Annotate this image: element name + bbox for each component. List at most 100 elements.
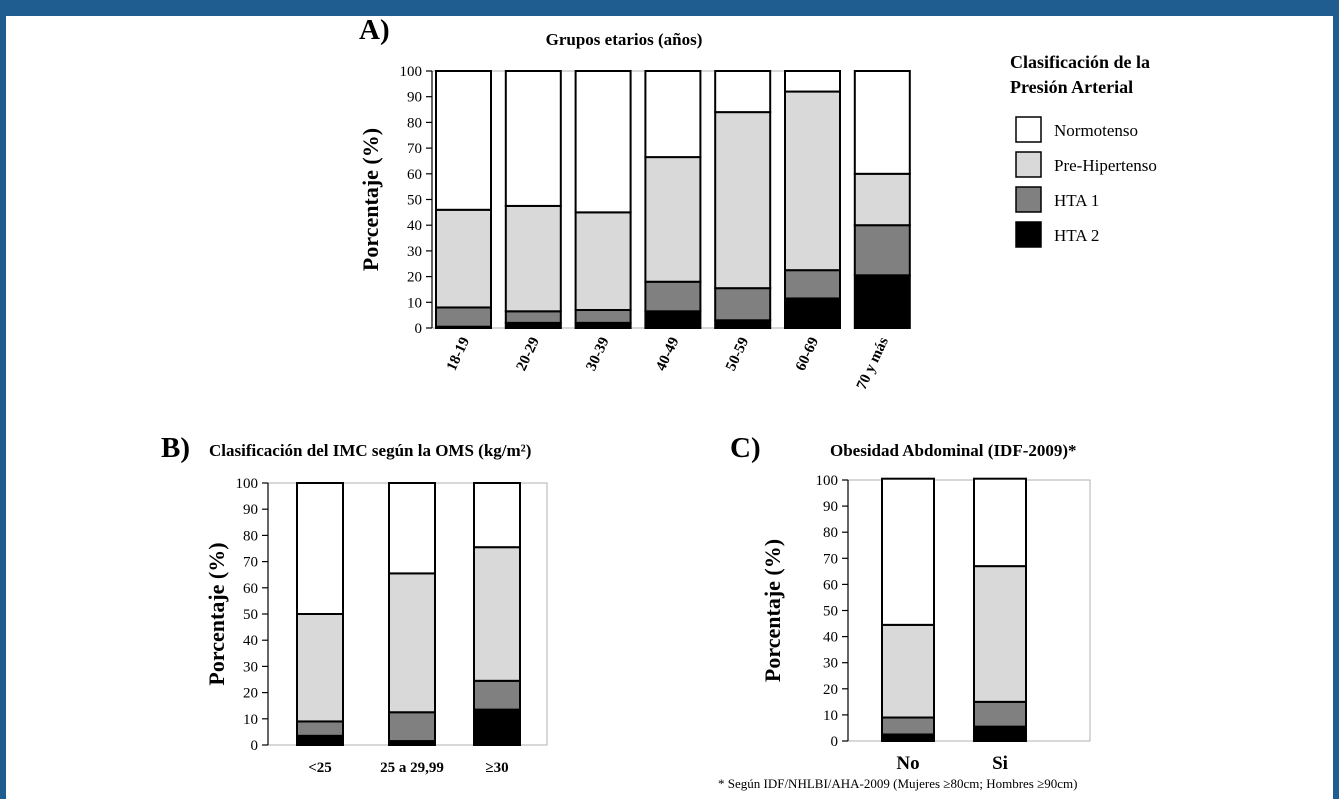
legend-items: Normotenso Pre-Hipertenso HTA 1 HTA 2 <box>1015 116 1157 248</box>
legend-title-line1: Clasificación de la <box>1010 52 1150 72</box>
y-tick-label: 0 <box>415 321 423 337</box>
x-category-label: 40-49 <box>653 335 682 373</box>
panel-c-letter: C) <box>730 432 761 464</box>
y-tick-label: 10 <box>243 712 258 728</box>
y-tick-label: 30 <box>407 244 422 260</box>
y-tick-label: 30 <box>823 656 838 672</box>
y-tick-label: 50 <box>823 604 838 620</box>
panel-a-title: Grupos etarios (años) <box>546 30 703 49</box>
x-category-label: 25 a 29,99 <box>380 760 444 776</box>
y-tick-label: 80 <box>243 528 258 544</box>
plot-c: 0 10 20 30 40 50 60 70 80 90 100 Porcentaje (%) No Si <box>760 473 1091 774</box>
bar-segment-pre-hipertenso <box>853 172 911 227</box>
bar-segment-hta-2 <box>853 274 911 330</box>
bar-segment-pre-hipertenso <box>504 204 562 313</box>
panel-b: B) Clasificación del IMC según la OMS (k… <box>161 432 548 776</box>
bar-segment-pre-hipertenso <box>644 156 702 283</box>
bar-segment-hta-2 <box>296 734 344 747</box>
x-category-label: 20-29 <box>514 335 543 373</box>
y-tick-label: 60 <box>243 581 258 597</box>
y-axis-label: Porcentaje (%) <box>760 539 785 682</box>
x-category-label: Si <box>992 753 1008 774</box>
panel-b-title: Clasificación del IMC según la OMS (kg/m… <box>209 441 531 460</box>
bar-segment-normotenso <box>388 482 436 575</box>
bar-segment-normotenso <box>435 70 492 211</box>
y-axis-label: Porcentaje (%) <box>204 542 229 685</box>
y-tick-label: 40 <box>407 218 422 234</box>
y-tick-label: 90 <box>407 90 422 106</box>
bar-segment-hta-1 <box>296 720 344 737</box>
plot-b: 0 10 20 30 40 50 60 70 80 90 100 Porcentaje (%) <25 2… <box>204 476 548 776</box>
y-tick-label: 80 <box>823 525 838 541</box>
legend-label: HTA 2 <box>1054 226 1099 245</box>
y-tick-label: 20 <box>823 682 838 698</box>
y-tick-label: 60 <box>407 167 422 183</box>
y-tick-label: 90 <box>243 502 258 518</box>
x-category-label: ≥30 <box>485 760 508 776</box>
bar-segment-normotenso <box>853 70 911 175</box>
x-category-label: 18-19 <box>444 335 473 373</box>
panel-a-letter: A) <box>359 16 390 46</box>
bar-segment-hta-1 <box>973 700 1027 728</box>
bar-segment-normotenso <box>296 482 344 615</box>
bar-segment-pre-hipertenso <box>881 623 935 719</box>
bar-segment-hta-1 <box>473 679 521 711</box>
legend-label: Pre-Hipertenso <box>1054 156 1157 175</box>
plot-a: 0 10 20 30 40 50 60 70 80 90 100 Porcentaje (%) 18-1… <box>358 64 911 393</box>
legend-swatch <box>1015 221 1042 248</box>
y-tick-label: 10 <box>407 295 422 311</box>
y-tick-label: 20 <box>407 270 422 286</box>
panel-c: C) Obesidad Abdominal (IDF-2009)* 0 10 20 3… <box>718 432 1091 791</box>
y-tick-label: 10 <box>823 708 838 724</box>
bar-segment-hta-1 <box>574 309 632 324</box>
y-tick-label: 70 <box>823 551 838 567</box>
bar-segment-pre-hipertenso <box>435 208 492 309</box>
bar-segment-hta-1 <box>504 310 562 324</box>
bar-segment-pre-hipertenso <box>473 546 521 682</box>
y-tick-label: 100 <box>816 473 839 489</box>
y-tick-label: 90 <box>823 499 838 515</box>
bar-segment-hta-2 <box>973 725 1027 743</box>
bar-segment-normotenso <box>504 70 562 207</box>
y-tick-label: 100 <box>236 476 259 492</box>
y-tick-label: 50 <box>407 193 422 209</box>
y-tick-label: 70 <box>407 141 422 157</box>
x-category-label: 70 y más <box>854 335 892 393</box>
legend-label: HTA 1 <box>1054 191 1099 210</box>
panel-b-letter: B) <box>161 432 190 464</box>
y-tick-label: 30 <box>243 659 258 675</box>
x-category-label: 60-69 <box>793 335 822 373</box>
bar-segment-hta-1 <box>881 716 935 736</box>
legend-swatch <box>1015 116 1042 143</box>
legend-swatch <box>1015 151 1042 178</box>
bar-segment-hta-1 <box>714 287 772 322</box>
bar-segment-hta-1 <box>435 306 492 328</box>
footnote: * Según IDF/NHLBI/AHA-2009 (Mujeres ≥80c… <box>718 776 1077 791</box>
y-tick-label: 100 <box>400 64 423 80</box>
legend-title-line2: Presión Arterial <box>1010 77 1133 97</box>
bar-segment-pre-hipertenso <box>388 572 436 714</box>
bar-segment-hta-2 <box>714 319 772 330</box>
panel-a: A) Grupos etarios (años) 0 10 20 30 40 50 60 70… <box>358 16 911 393</box>
bar-segment-hta-1 <box>853 224 911 277</box>
y-tick-label: 60 <box>823 577 838 593</box>
y-tick-label: 80 <box>407 115 422 131</box>
x-category-label: 30-39 <box>583 335 612 373</box>
bar-segment-pre-hipertenso <box>574 211 632 312</box>
y-tick-label: 0 <box>831 734 839 750</box>
bar-segment-hta-1 <box>644 280 702 313</box>
bar-segment-normotenso <box>644 70 702 159</box>
bar-segment-hta-2 <box>784 297 841 330</box>
y-tick-label: 70 <box>243 555 258 571</box>
plot-frame <box>431 70 839 329</box>
figure-svg: A) Grupos etarios (años) 0 10 20 30 40 50 60 70… <box>161 16 1157 791</box>
bar-segment-normotenso <box>784 70 841 93</box>
bar-segment-pre-hipertenso <box>296 613 344 723</box>
bar-segment-normotenso <box>881 477 935 626</box>
y-tick-label: 0 <box>251 738 259 754</box>
bar-segment-hta-1 <box>784 269 841 300</box>
y-tick-label: 40 <box>243 633 258 649</box>
bar-segment-normotenso <box>473 482 521 549</box>
bar-segment-hta-1 <box>388 711 436 743</box>
legend-label: Normotenso <box>1054 121 1138 140</box>
